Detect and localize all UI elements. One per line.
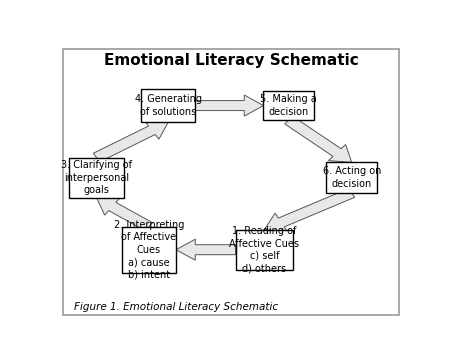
Text: Figure 1. Emotional Literacy Schematic: Figure 1. Emotional Literacy Schematic bbox=[74, 302, 278, 311]
Text: 5. Making a
decision: 5. Making a decision bbox=[260, 94, 317, 117]
Text: 6. Acting on
decision: 6. Acting on decision bbox=[322, 166, 381, 189]
Text: 3. Clarifying of
interpersonal
goals: 3. Clarifying of interpersonal goals bbox=[61, 160, 132, 195]
Polygon shape bbox=[97, 198, 152, 231]
Text: 2. Interpreting
of Affective
Cues
a) cause
b) intent: 2. Interpreting of Affective Cues a) cau… bbox=[114, 220, 184, 279]
Text: Emotional Literacy Schematic: Emotional Literacy Schematic bbox=[104, 53, 359, 68]
Polygon shape bbox=[285, 116, 352, 162]
FancyBboxPatch shape bbox=[69, 158, 124, 198]
FancyBboxPatch shape bbox=[122, 227, 176, 273]
FancyBboxPatch shape bbox=[263, 91, 314, 120]
FancyBboxPatch shape bbox=[327, 162, 377, 193]
Text: 4. Generating
of solutions: 4. Generating of solutions bbox=[135, 94, 202, 117]
FancyBboxPatch shape bbox=[141, 89, 195, 122]
Polygon shape bbox=[176, 239, 235, 260]
Polygon shape bbox=[93, 121, 168, 162]
Polygon shape bbox=[264, 189, 354, 232]
Text: 1. Reading of
Affective Cues
c) self
d) others: 1. Reading of Affective Cues c) self d) … bbox=[230, 226, 299, 273]
FancyBboxPatch shape bbox=[235, 230, 293, 270]
Polygon shape bbox=[195, 95, 263, 116]
